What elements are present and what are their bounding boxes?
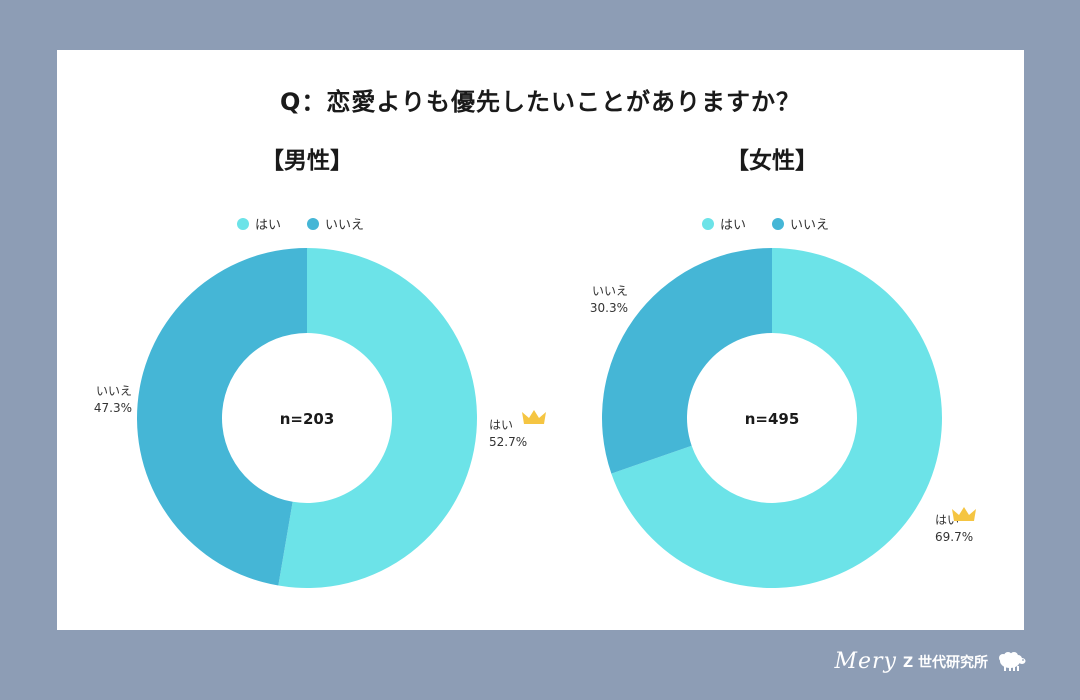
legend-swatch	[237, 218, 249, 230]
sheep-icon	[999, 651, 1026, 671]
crown-icon	[952, 507, 976, 521]
slice-label-name: はい	[935, 513, 959, 527]
sample-size-label: n=203	[280, 410, 335, 428]
chart-title: 【女性】	[726, 147, 818, 174]
chart-title: 【男性】	[261, 148, 353, 174]
slice-label-value: 52.7%	[489, 435, 527, 449]
legend-label: いいえ	[790, 218, 829, 233]
slice-label-value: 47.3%	[94, 401, 132, 415]
page-title: Q：恋愛よりも優先したいことがありますか？	[280, 88, 801, 116]
donut-slice-yes	[278, 248, 478, 588]
legend-label: はい	[720, 218, 746, 233]
sample-size-label: n=495	[745, 410, 800, 428]
donut-slice-yes	[611, 248, 943, 588]
brand-footer: Mery Z 世代研究所	[834, 649, 1026, 674]
slice-label-value: 69.7%	[935, 530, 973, 544]
brand-logo-script: Mery	[834, 649, 897, 674]
slice-label-name: いいえ	[592, 284, 628, 298]
legend-label: いいえ	[325, 218, 364, 233]
legend-label: はい	[255, 218, 281, 233]
slice-label-name: はい	[489, 418, 513, 432]
crown-icon	[522, 410, 546, 424]
donut-slice-no	[602, 248, 772, 474]
chart-card: Q：恋愛よりも優先したいことがありますか？ 【男性】 はい いいえ はい 52.7% いい…	[57, 50, 1024, 630]
legend-swatch	[702, 218, 714, 230]
donut-slice-no	[136, 248, 307, 586]
legend-swatch	[772, 218, 784, 230]
slice-label-value: 30.3%	[590, 301, 628, 315]
slice-label-name: いいえ	[96, 384, 132, 398]
legend-swatch	[307, 218, 319, 230]
brand-name: Z 世代研究所	[902, 654, 988, 671]
